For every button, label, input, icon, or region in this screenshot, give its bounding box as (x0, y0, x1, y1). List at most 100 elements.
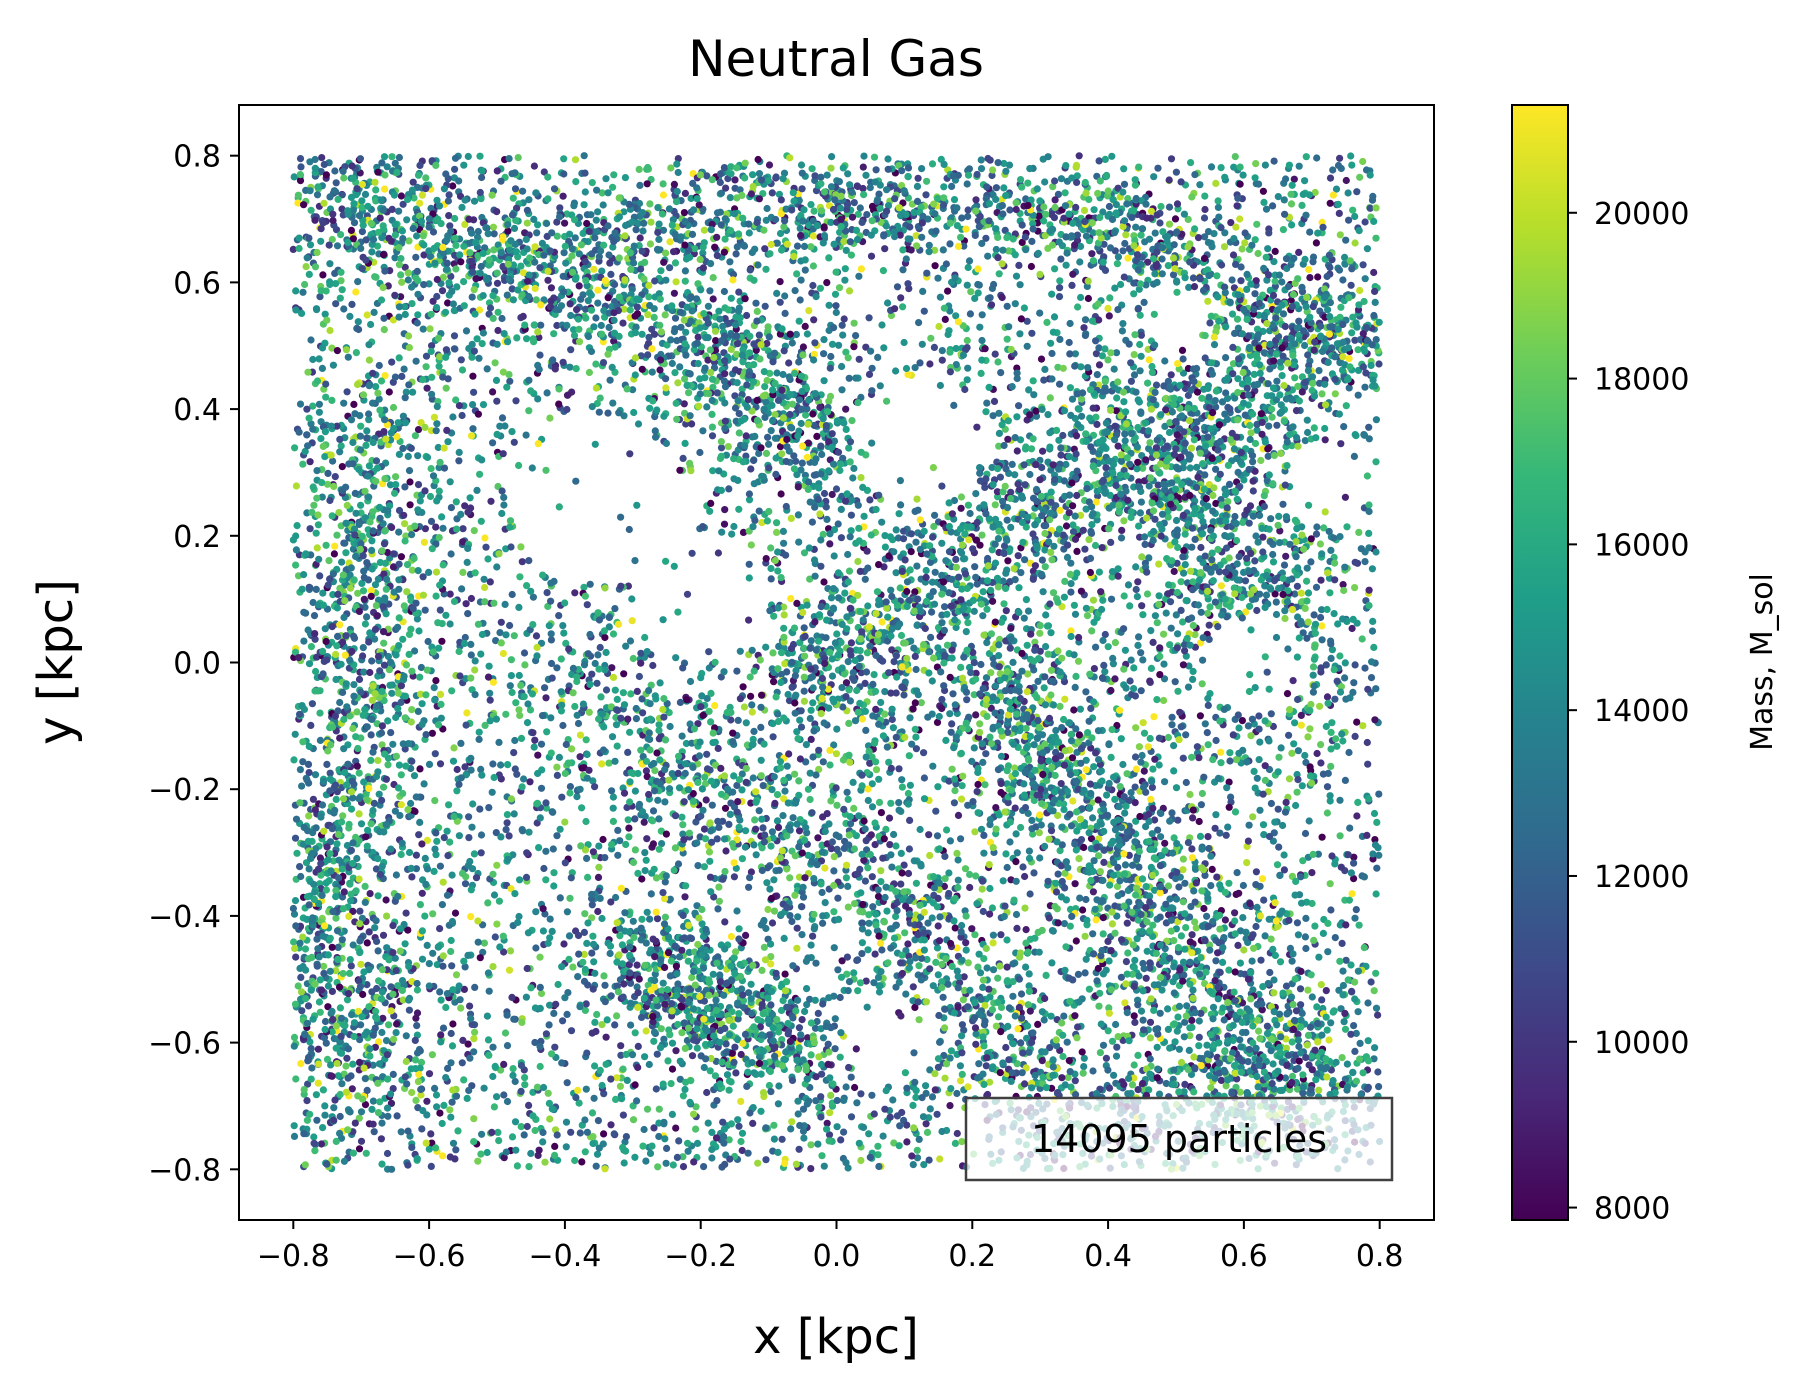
particle-point (299, 288, 307, 296)
particle-point (1053, 426, 1061, 434)
particle-point (1221, 229, 1229, 237)
particle-point (678, 813, 686, 821)
particle-point (1049, 183, 1057, 191)
particle-point (648, 368, 656, 376)
particle-point (825, 301, 833, 309)
particle-point (1319, 770, 1327, 778)
particle-point (1327, 906, 1335, 914)
particle-point (391, 231, 399, 239)
particle-point (512, 397, 520, 405)
particle-point (477, 650, 485, 658)
particle-point (1330, 610, 1338, 618)
particle-point (929, 464, 938, 472)
particle-point (395, 153, 403, 162)
particle-point (1132, 563, 1140, 571)
particle-point (1191, 918, 1199, 926)
particle-point (1137, 758, 1145, 766)
particle-point (982, 1062, 990, 1070)
particle-point (1250, 944, 1258, 952)
particle-point (1341, 253, 1349, 261)
particle-point (529, 1112, 537, 1120)
particle-point (429, 910, 437, 918)
particle-point (668, 359, 676, 368)
particle-point (881, 688, 889, 696)
particle-point (1251, 236, 1259, 244)
particle-point (1127, 359, 1135, 367)
particle-point (1217, 496, 1225, 504)
particle-point (328, 396, 336, 404)
particle-point (602, 648, 610, 657)
particle-point (585, 368, 594, 377)
particle-point (1182, 778, 1190, 787)
particle-point (1071, 610, 1080, 618)
particle-point (977, 369, 985, 377)
particle-point (289, 536, 297, 544)
particle-point (643, 835, 651, 843)
particle-point (512, 1146, 520, 1154)
particle-point (1131, 753, 1140, 761)
particle-point (670, 289, 679, 297)
particle-point (457, 356, 465, 364)
particle-point (336, 698, 344, 707)
particle-point (964, 619, 972, 627)
particle-point (1229, 343, 1237, 351)
particle-point (374, 892, 382, 900)
particle-point (432, 1091, 441, 1099)
particle-point (1288, 1038, 1296, 1046)
particle-point (1370, 987, 1378, 995)
particle-point (724, 443, 732, 451)
particle-point (1025, 970, 1033, 978)
particle-point (1360, 873, 1368, 881)
particle-point (1250, 370, 1258, 378)
particle-point (594, 907, 602, 916)
particle-point (868, 780, 876, 788)
particle-point (1275, 753, 1283, 761)
particle-point (537, 321, 545, 329)
particle-point (449, 1020, 457, 1028)
particle-point (415, 831, 423, 839)
particle-point (399, 200, 407, 208)
particle-point (852, 332, 860, 340)
particle-point (1014, 552, 1022, 560)
particle-point (1374, 1068, 1382, 1076)
particle-point (986, 910, 994, 918)
particle-point (474, 410, 482, 418)
particle-point (1200, 254, 1209, 262)
scatter-points (289, 152, 1384, 1173)
particle-point (1348, 890, 1356, 898)
particle-point (645, 293, 653, 301)
particle-point (368, 537, 376, 545)
particle-point (884, 299, 892, 307)
particle-point (1281, 614, 1289, 623)
particle-point (922, 1082, 930, 1090)
particle-point (514, 154, 522, 162)
particle-point (1204, 384, 1212, 392)
particle-point (1145, 356, 1153, 364)
particle-point (938, 482, 946, 490)
particle-point (363, 939, 371, 947)
particle-point (608, 787, 616, 795)
particle-point (1067, 588, 1075, 596)
particle-point (372, 865, 380, 873)
particle-point (311, 771, 320, 779)
particle-point (1304, 428, 1312, 437)
particle-point (846, 458, 854, 466)
particle-point (877, 809, 886, 817)
particle-point (1119, 247, 1127, 255)
particle-point (397, 1128, 405, 1136)
particle-point (1186, 790, 1194, 799)
particle-point (601, 981, 609, 989)
particle-point (932, 958, 940, 967)
particle-point (1204, 741, 1212, 749)
particle-point (783, 240, 792, 248)
particle-point (1228, 310, 1237, 318)
particle-point (1343, 523, 1351, 531)
particle-point (1121, 646, 1129, 654)
particle-point (1269, 550, 1277, 559)
particle-point (717, 444, 726, 452)
particle-point (440, 1101, 448, 1109)
particle-point (457, 1004, 465, 1012)
particle-point (1329, 191, 1337, 199)
particle-point (619, 1111, 628, 1119)
particle-point (631, 787, 640, 795)
